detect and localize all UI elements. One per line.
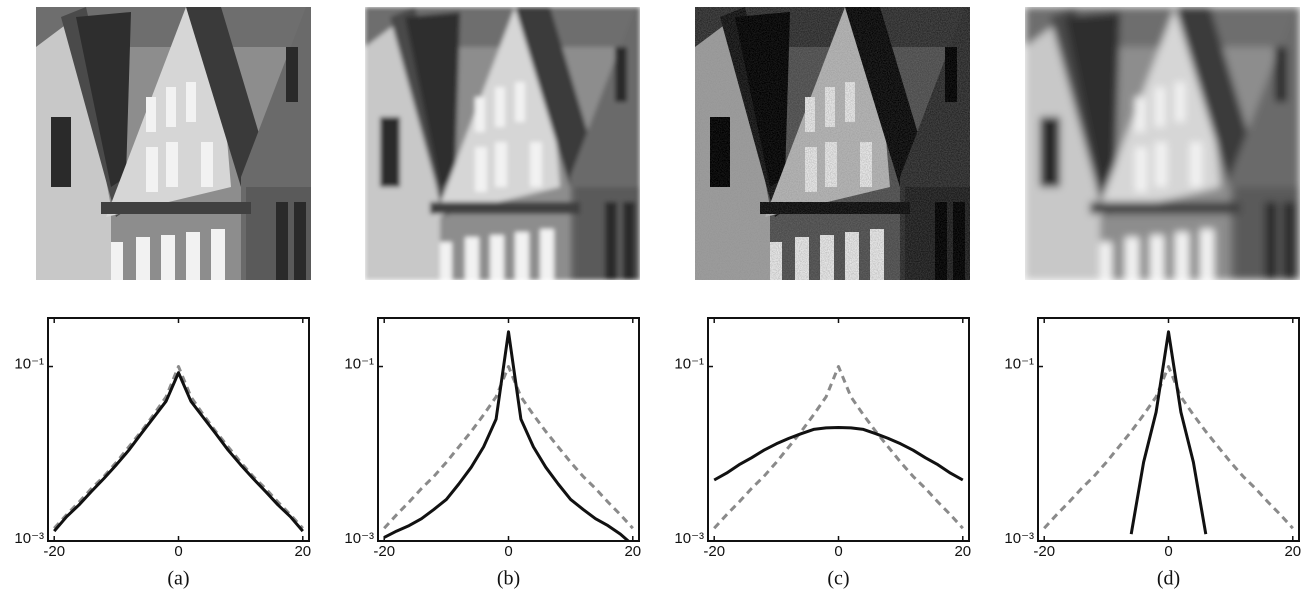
series-line <box>383 365 634 530</box>
x-tick-label: 0 <box>1164 543 1172 560</box>
x-tick-label: 0 <box>504 543 512 560</box>
y-tick-label: 10⁻³ <box>1004 530 1034 547</box>
photo <box>365 7 640 280</box>
y-tick-label: 10⁻³ <box>14 530 44 547</box>
plot: -20 0 20 10⁻¹ 10⁻³ (c) <box>674 317 971 590</box>
series-group <box>383 330 634 541</box>
x-tick-label: -20 <box>703 543 725 560</box>
y-tick-label: 10⁻³ <box>674 530 704 547</box>
series-group <box>53 365 304 533</box>
x-tick-label: 20 <box>624 543 641 560</box>
x-tick-label: 0 <box>174 543 182 560</box>
series-line <box>713 365 964 530</box>
series-group <box>1043 330 1294 535</box>
y-tick-label: 10⁻¹ <box>344 355 374 372</box>
axes-frame <box>377 317 640 542</box>
series-line <box>713 426 964 482</box>
photo <box>1025 7 1300 280</box>
axes-frame <box>707 317 970 542</box>
caption: (b) <box>497 568 520 590</box>
y-tick-label: 10⁻¹ <box>674 355 704 372</box>
series-line <box>53 365 304 530</box>
x-tick-label: 20 <box>954 543 971 560</box>
y-tick-label: 10⁻¹ <box>14 355 44 372</box>
plot: -20 0 20 10⁻¹ 10⁻³ (a) <box>14 317 311 590</box>
caption: (c) <box>827 568 849 590</box>
x-tick-label: 0 <box>834 543 842 560</box>
x-tick-label: -20 <box>373 543 395 560</box>
y-tick-label: 10⁻¹ <box>1004 355 1034 372</box>
y-tick-label: 10⁻³ <box>344 530 374 547</box>
caption: (d) <box>1157 568 1180 590</box>
series-line <box>53 371 304 533</box>
x-tick-label: 20 <box>1284 543 1301 560</box>
plot: -20 0 20 10⁻¹ 10⁻³ (b) <box>344 317 641 590</box>
series-group <box>713 365 964 530</box>
series-line <box>383 330 631 541</box>
x-tick-label: -20 <box>43 543 65 560</box>
series-line <box>1043 365 1294 530</box>
photo <box>695 7 970 280</box>
axes-frame <box>47 317 310 542</box>
photo <box>36 7 311 280</box>
plot: -20 0 20 10⁻¹ 10⁻³ (d) <box>1004 317 1301 590</box>
x-tick-label: -20 <box>1033 543 1055 560</box>
series-line <box>1129 330 1208 535</box>
x-tick-label: 20 <box>294 543 311 560</box>
axes-frame <box>1037 317 1300 542</box>
caption: (a) <box>167 568 189 590</box>
